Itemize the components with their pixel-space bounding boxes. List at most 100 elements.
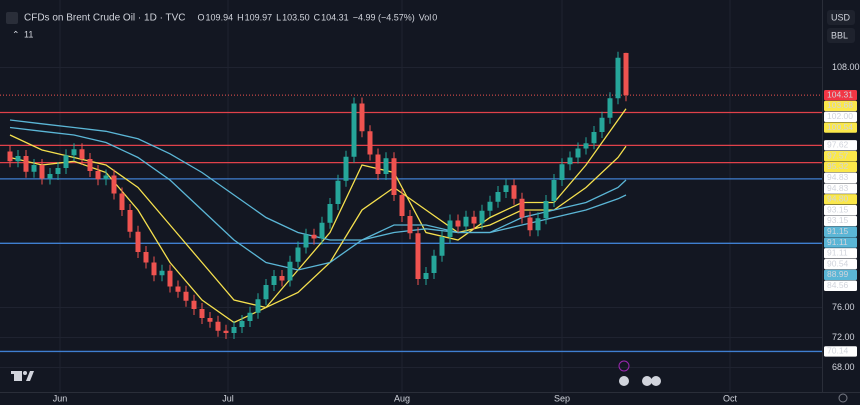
legend-text: 109.97 xyxy=(245,12,273,22)
price-label: 97.57 xyxy=(827,150,849,160)
x-tick-label: Jul xyxy=(222,393,234,403)
candle-body xyxy=(231,327,237,333)
candle-body xyxy=(503,185,509,192)
price-label-box xyxy=(824,111,857,122)
x-tick-label: Sep xyxy=(554,393,570,403)
price-label-box xyxy=(824,150,857,162)
price-label: 95.32 xyxy=(827,161,849,171)
y-tick-label: 68.00 xyxy=(832,362,855,372)
candle-body xyxy=(287,261,293,281)
price-label-box xyxy=(824,258,857,270)
legend-text: L xyxy=(276,12,281,22)
price-label-box xyxy=(824,346,857,357)
y-tick-label: 108.00 xyxy=(832,62,860,72)
candle-body xyxy=(575,148,581,158)
price-label-box xyxy=(824,161,857,173)
currency[interactable]: USD xyxy=(831,12,851,22)
price-label: 91.11 xyxy=(827,237,848,247)
candle-body xyxy=(327,204,333,223)
price-label: 94.80 xyxy=(827,194,849,204)
moving-average xyxy=(9,126,627,271)
candle-body xyxy=(391,158,397,195)
candle-body xyxy=(279,276,285,281)
price-label-box xyxy=(824,172,857,183)
collapse-icon[interactable]: ⌃ xyxy=(12,29,20,39)
price-label: 94.83 xyxy=(827,183,849,193)
unit[interactable]: BBL xyxy=(831,30,848,40)
candle-body xyxy=(151,262,157,276)
legend-text: −4.99 (−4.57%) xyxy=(353,12,415,22)
candle-body xyxy=(567,157,573,165)
candle-body xyxy=(615,57,621,99)
indicator-count[interactable]: 11 xyxy=(24,29,33,39)
legend-text: 104.31 xyxy=(321,12,349,22)
price-label-box xyxy=(824,237,857,248)
candles xyxy=(7,51,629,339)
price-label-box xyxy=(824,280,857,291)
candle-body xyxy=(551,180,557,201)
candle-body xyxy=(543,201,549,219)
moving-average xyxy=(9,119,627,241)
legend-text: H xyxy=(237,12,244,22)
candle-body xyxy=(423,273,429,279)
candle-body xyxy=(303,234,309,248)
currency-box[interactable] xyxy=(827,10,855,25)
candle-body xyxy=(351,103,357,157)
legend-text: C xyxy=(314,12,321,22)
candle-body xyxy=(311,234,317,239)
candle-body xyxy=(487,201,493,211)
price-label: 93.15 xyxy=(827,204,849,214)
candle-body xyxy=(199,309,205,318)
price-label: 100.54 xyxy=(827,122,853,132)
y-tick-label: 72.00 xyxy=(832,332,855,342)
candle-body xyxy=(175,286,181,292)
candle-body xyxy=(527,217,533,231)
price-label: 97.62 xyxy=(827,140,849,150)
symbol-icon xyxy=(6,12,18,24)
candle-body xyxy=(559,164,565,180)
price-label: 84.56 xyxy=(827,280,849,290)
candle-body xyxy=(511,185,517,199)
candle-body xyxy=(79,149,85,159)
grid xyxy=(0,0,822,392)
candle-body xyxy=(599,117,605,132)
price-label: 102.00 xyxy=(827,111,853,121)
candle-body xyxy=(63,155,69,168)
event-icons xyxy=(618,360,661,386)
legend-text: Vol xyxy=(419,12,432,22)
candle-body xyxy=(383,158,389,174)
levels xyxy=(0,94,822,353)
candle-body xyxy=(399,195,405,216)
candle-body xyxy=(207,318,213,322)
symbol-title: CFDs on Brent Crude Oil · 1D · TVC xyxy=(24,13,186,24)
candle-body xyxy=(87,159,93,171)
candle-body xyxy=(215,321,221,331)
candle-body xyxy=(359,103,365,132)
settings-icon[interactable] xyxy=(838,393,848,403)
price-label-box xyxy=(824,183,857,194)
candle-body xyxy=(31,165,37,172)
candle-body xyxy=(591,132,597,144)
candle-body xyxy=(495,192,501,202)
price-label-box xyxy=(824,226,857,237)
candle-body xyxy=(439,237,445,256)
candle-body xyxy=(55,168,61,174)
candle-body xyxy=(15,156,21,162)
candle-body xyxy=(343,156,349,181)
candle-body xyxy=(39,165,45,179)
candle-body xyxy=(119,193,125,210)
legend-text: 103.50 xyxy=(282,12,310,22)
candle-body xyxy=(607,98,613,118)
tradingview-logo xyxy=(11,371,34,381)
unit-box[interactable] xyxy=(827,28,855,43)
legend-header: CFDs on Brent Crude Oil · 1D · TVC ⌃ 11 … xyxy=(6,12,437,39)
price-label-box xyxy=(824,269,857,281)
price-label: 90.54 xyxy=(827,258,849,268)
candle-body xyxy=(375,154,381,174)
candle-body xyxy=(167,270,173,287)
candle-body xyxy=(407,216,413,234)
price-label: 104.31 xyxy=(827,89,853,99)
